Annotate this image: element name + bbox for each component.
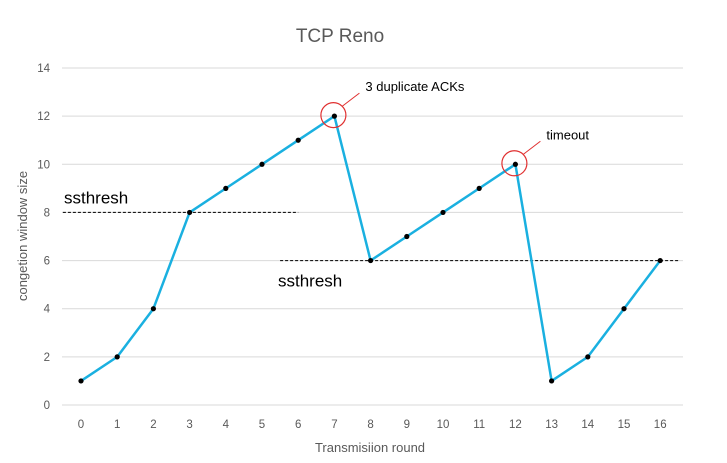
data-point [187,209,193,216]
x-axis-ticks: 0 1 2 3 4 5 6 7 8 9 10 11 12 13 14 15 16 [78,419,667,431]
y-tick-label: 14 [37,63,50,75]
x-tick-label: 5 [259,419,265,431]
series-line [80,114,662,383]
data-point [150,306,156,312]
data-points [78,113,663,384]
data-point [331,113,337,119]
data-point [585,354,591,360]
y-tick-label: 8 [44,207,50,219]
data-point [114,354,120,360]
annotation-label: 3 duplicate ACKs [365,79,465,94]
chart-title: TCP Reno [296,26,384,47]
x-tick-label: 0 [78,419,84,431]
y-tick-label: 12 [37,111,50,123]
x-axis-label: Transmisiion round [315,440,425,455]
x-tick-label: 12 [509,419,522,431]
y-tick-label: 10 [37,159,50,171]
x-tick-label: 11 [473,419,485,431]
data-point [621,306,627,312]
y-axis-label: congetion window size [15,171,30,301]
ssthresh-lines: ssthresh ssthresh [62,188,679,291]
x-tick-label: 16 [654,419,667,431]
x-tick-label: 6 [295,419,301,431]
y-tick-label: 6 [44,256,50,268]
data-point [657,257,663,264]
data-point [404,233,410,240]
ssthresh-label: ssthresh [64,188,128,207]
x-tick-label: 14 [581,419,594,431]
x-tick-label: 4 [223,419,230,431]
data-point [549,378,555,384]
y-tick-label: 2 [44,352,50,364]
y-axis-ticks: 0 2 4 6 8 10 12 14 [37,63,50,412]
x-tick-label: 7 [331,419,337,431]
ssthresh-label: ssthresh [278,272,342,291]
data-point [440,209,446,216]
annotation-leader-line [523,140,541,155]
data-point [259,161,265,167]
data-point [78,378,84,384]
x-tick-label: 15 [618,419,631,431]
annotation-circle [501,150,528,177]
y-tick-label: 0 [44,400,50,412]
annotation-leader-line [342,92,360,107]
x-tick-label: 2 [150,419,156,431]
y-tick-label: 4 [44,304,51,316]
x-tick-label: 9 [404,419,410,431]
x-tick-label: 3 [186,419,192,431]
data-point [476,185,482,191]
x-tick-label: 13 [545,419,558,431]
annotations: 3 duplicate ACKs timeout [320,79,589,177]
x-tick-label: 10 [437,419,450,431]
data-point [368,257,374,264]
data-point [295,137,301,143]
x-tick-label: 1 [114,419,120,431]
data-point [223,185,229,191]
x-tick-label: 8 [367,419,373,431]
data-point [512,161,519,167]
annotation-circle [320,102,347,129]
annotation-label: timeout [546,127,589,142]
